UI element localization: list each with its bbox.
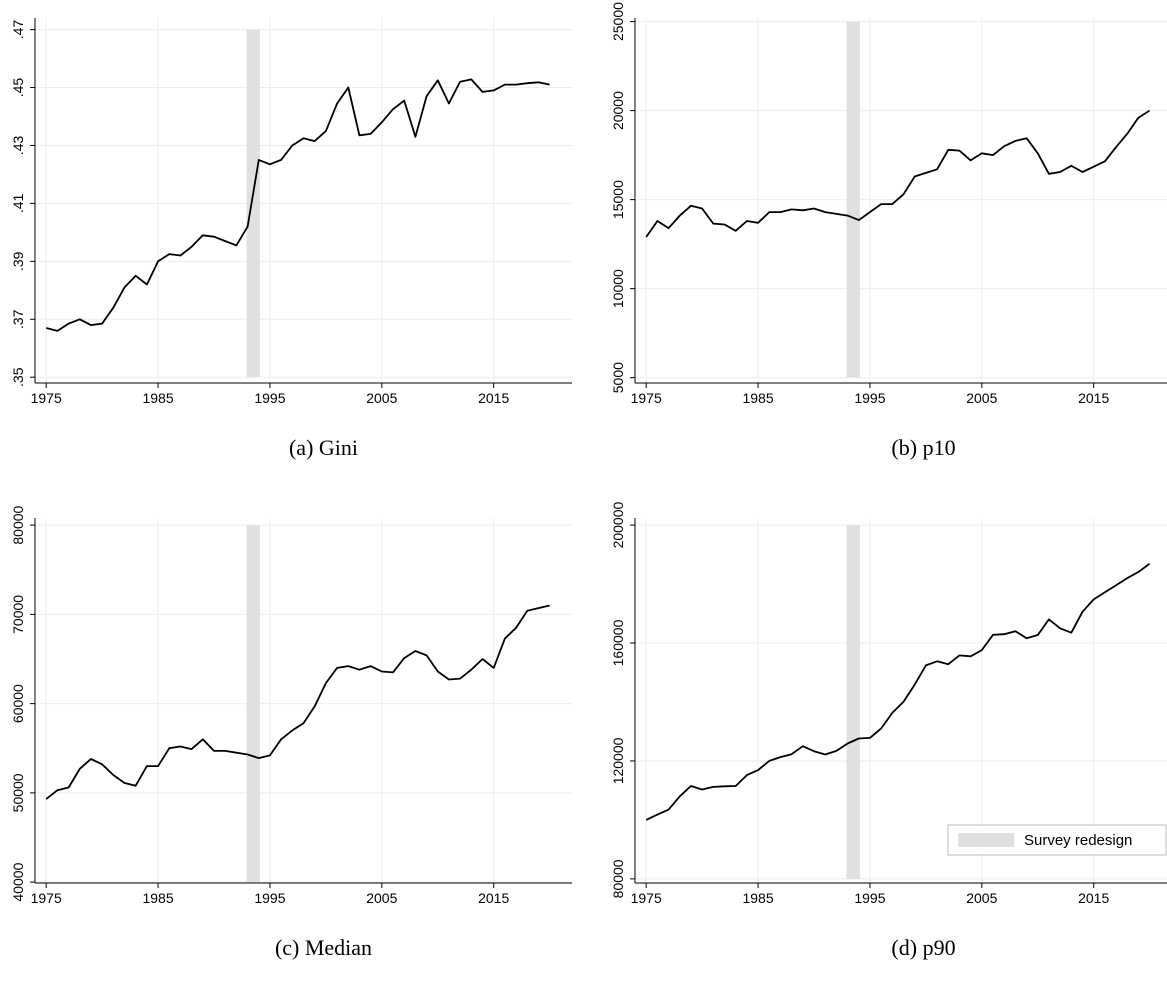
y-tick-label: 60000 [10, 684, 26, 723]
legend-swatch [958, 833, 1014, 847]
y-tick-label: 10000 [610, 269, 626, 308]
x-tick-label: 2015 [1078, 890, 1109, 906]
x-tick-label: 2015 [1078, 390, 1109, 406]
y-tick-label: .47 [10, 20, 26, 40]
x-tick-label: 1995 [254, 890, 285, 906]
y-tick-label: .37 [10, 309, 26, 329]
x-tick-label: 2005 [966, 390, 997, 406]
x-tick-label: 1975 [631, 890, 662, 906]
panel-caption: (a) Gini [289, 435, 358, 460]
panel: .35 .37 .39 .41 .43 .45 .47 1975 1985 1995 2005 201… [10, 18, 572, 460]
x-tick-label: 1995 [254, 390, 285, 406]
y-tick-label: 5000 [610, 362, 626, 393]
y-tick-label: 50000 [10, 773, 26, 812]
series-line [45, 78, 550, 332]
y-tick-label: .41 [10, 193, 26, 213]
x-tick-label: 1975 [31, 390, 62, 406]
y-tick-label: 80000 [610, 859, 626, 898]
y-tick-label: 70000 [10, 595, 26, 634]
y-tick-label: .43 [10, 136, 26, 156]
redesign-band [846, 525, 860, 879]
y-tick-label: 15000 [610, 180, 626, 219]
y-tick-label: .45 [10, 78, 26, 98]
x-tick-label: 1985 [142, 390, 173, 406]
y-tick-label: .39 [10, 251, 26, 271]
legend-label: Survey redesign [1024, 832, 1132, 849]
panel-caption: (d) p90 [891, 935, 955, 960]
y-tick-label: 40000 [10, 862, 26, 901]
x-tick-label: 1985 [142, 890, 173, 906]
y-tick-label: 160000 [610, 619, 626, 666]
y-tick-label: 200000 [610, 502, 626, 549]
series-line [645, 562, 1151, 821]
series-line [45, 604, 550, 800]
x-tick-label: 1975 [31, 890, 62, 906]
x-tick-label: 2005 [966, 890, 997, 906]
x-tick-label: 1975 [631, 390, 662, 406]
legend: Survey redesign [947, 824, 1167, 856]
redesign-band [246, 525, 260, 883]
x-tick-label: 1995 [854, 890, 885, 906]
panel: 80000 120000 160000 200000 1975 1985 1995 2005 2… [610, 502, 1167, 960]
x-tick-label: 1995 [854, 390, 885, 406]
series-line [645, 109, 1151, 238]
x-tick-label: 2005 [366, 390, 397, 406]
x-tick-label: 2015 [478, 890, 509, 906]
y-tick-label: 120000 [610, 737, 626, 784]
y-tick-label: 80000 [10, 505, 26, 544]
panel-caption: (b) p10 [891, 435, 955, 460]
x-tick-label: 1985 [742, 390, 773, 406]
x-tick-label: 2015 [478, 390, 509, 406]
panel: 40000 50000 60000 70000 80000 1975 1985 1995 200… [10, 505, 572, 960]
redesign-band [846, 21, 860, 378]
x-tick-label: 1985 [742, 890, 773, 906]
y-tick-label: .35 [10, 367, 26, 387]
panel: 5000 10000 15000 20000 25000 1975 1985 1995 2005… [610, 2, 1167, 460]
redesign-band [246, 29, 260, 378]
x-tick-label: 2005 [366, 890, 397, 906]
y-tick-label: 20000 [610, 91, 626, 130]
panel-caption: (c) Median [275, 935, 372, 960]
y-tick-label: 25000 [610, 2, 626, 41]
